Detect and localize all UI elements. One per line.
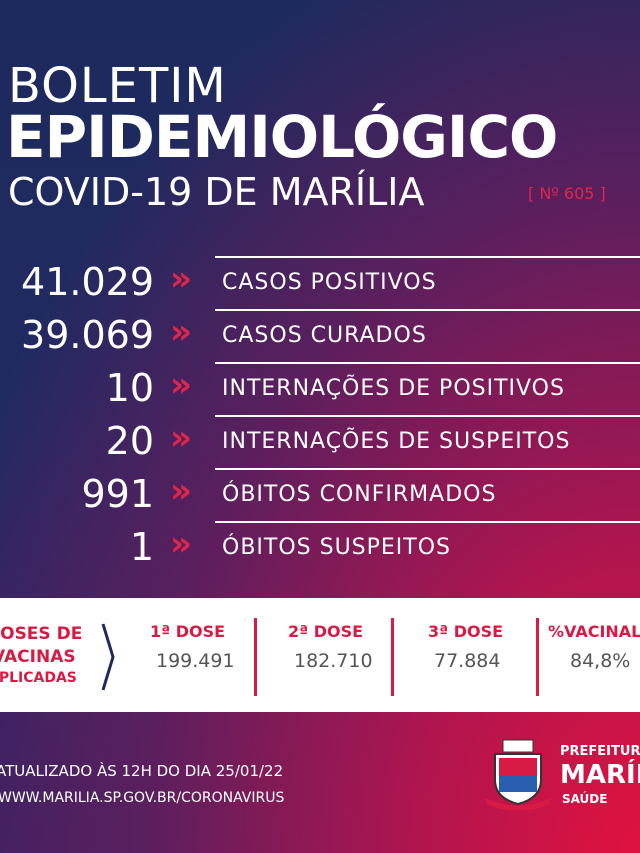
rule: [215, 362, 640, 364]
org: SAÚDE: [562, 792, 608, 806]
chevron: ››: [170, 418, 192, 458]
chevron: ››: [170, 365, 192, 405]
vaccine-heading: APLICADAS: [0, 670, 77, 686]
rule: [215, 521, 640, 523]
dose-value: 77.884: [434, 650, 501, 672]
dose-label: %VACINAL: [548, 622, 640, 641]
dose-value: 182.710: [294, 650, 373, 672]
chevron: [101, 623, 115, 691]
stat-label: INTERNAÇÕES DE SUSPEITOS: [222, 429, 571, 454]
stat-value: 10: [105, 366, 154, 410]
stat-value: 20: [105, 419, 154, 463]
dose-label: 2ª DOSE: [288, 622, 364, 641]
stat-value: 41.029: [21, 260, 154, 304]
rule: [215, 256, 640, 258]
stat-value: 39.069: [21, 313, 154, 357]
org: MARÍLIA: [560, 760, 640, 790]
dose-label: 1ª DOSE: [150, 622, 226, 641]
title: EPIDEMIOLÓGICO: [6, 103, 558, 171]
updated: ATUALIZADO ÀS 12H DO DIA 25/01/22: [0, 762, 284, 780]
stat-label: CASOS CURADOS: [222, 323, 427, 348]
stat-label: ÓBITOS CONFIRMADOS: [222, 482, 497, 507]
stat-label: CASOS POSITIVOS: [222, 270, 437, 295]
title: BOLETIM: [8, 58, 227, 114]
divider: [254, 618, 257, 696]
stat-label: ÓBITOS SUSPEITOS: [222, 535, 452, 560]
dose-value: 84,8%: [570, 650, 631, 672]
dose-value: 199.491: [156, 650, 235, 672]
coat-of-arms: [485, 739, 551, 810]
chevron: ››: [170, 471, 192, 511]
stat-label: INTERNAÇÕES DE POSITIVOS: [222, 376, 565, 401]
rule: [215, 309, 640, 311]
chevron: ››: [170, 524, 192, 564]
stat-value: 991: [81, 472, 154, 516]
org: PREFEITURA: [560, 744, 640, 759]
url: WWW.MARILIA.SP.GOV.BR/CORONAVIRUS: [0, 790, 285, 806]
divider: [391, 618, 394, 696]
stat-value: 1: [129, 525, 154, 569]
vaccine-heading: DOSES DE: [0, 624, 83, 644]
rule: [215, 468, 640, 470]
chevron: ››: [170, 312, 192, 352]
vaccine-band: DOSES DE VACINAS APLICADAS 1ª DOSE 199.49…: [0, 598, 640, 712]
chevron: ››: [170, 259, 192, 299]
rule: [215, 415, 640, 417]
dose-label: 3ª DOSE: [428, 622, 504, 641]
subtitle: COVID-19 DE MARÍLIA: [8, 170, 425, 214]
divider: [536, 618, 539, 696]
edition: [ Nº 605 ]: [528, 184, 606, 203]
vaccine-heading: VACINAS: [0, 647, 76, 667]
